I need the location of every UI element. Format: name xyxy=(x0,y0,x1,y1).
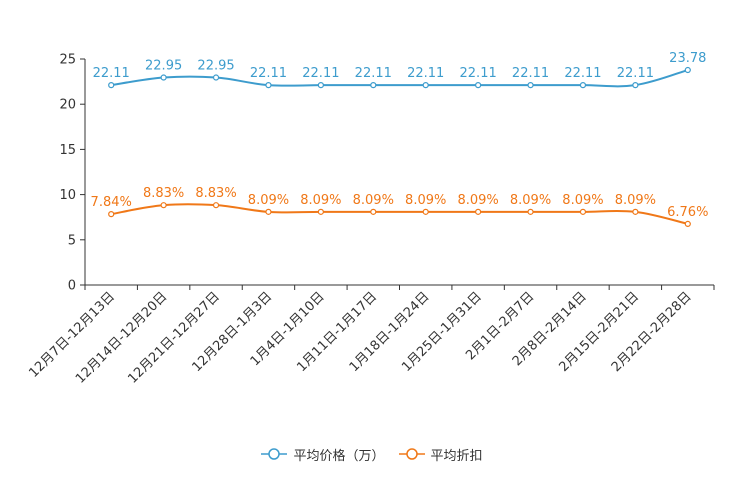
series-1-point xyxy=(370,208,377,215)
y-tick-label: 10 xyxy=(59,188,76,203)
y-tick-label: 0 xyxy=(68,279,76,294)
y-tick-label: 20 xyxy=(59,98,76,113)
series-1-point xyxy=(422,208,429,215)
series-0-data-label: 22.11 xyxy=(564,66,601,81)
series-1-data-label: 8.83% xyxy=(195,186,236,201)
series-1-data-label: 8.09% xyxy=(300,193,341,208)
series-1-data-label: 8.09% xyxy=(510,193,551,208)
series-0-data-label: 22.95 xyxy=(145,59,182,74)
x-tick-label: 12月21日-12月27日 xyxy=(125,289,222,386)
series-1-data-label: 8.09% xyxy=(457,193,498,208)
series-0-data-label: 22.11 xyxy=(460,66,497,81)
legend-discount-marker-icon xyxy=(398,448,425,460)
legend-price-label: 平均价格（万） xyxy=(293,448,385,464)
series-1-data-label: 6.76% xyxy=(667,205,708,220)
series-1-point xyxy=(475,208,482,215)
series-1-data-label: 8.09% xyxy=(615,193,656,208)
series-0-data-label: 22.11 xyxy=(93,66,130,81)
series-0-data-label: 22.11 xyxy=(355,66,392,81)
series-0-point xyxy=(370,82,377,89)
series-0-data-label: 22.11 xyxy=(407,66,444,81)
series-1-data-label: 8.09% xyxy=(248,193,289,208)
series-1-point xyxy=(265,208,272,215)
series-0-point xyxy=(527,82,534,89)
series-1-line xyxy=(111,203,689,225)
series-1-point xyxy=(632,208,639,215)
y-tick-label: 15 xyxy=(59,143,76,158)
series-0-point xyxy=(160,74,167,81)
series-0-point xyxy=(108,82,115,89)
series-0-point xyxy=(212,74,220,81)
series-1-data-label: 8.09% xyxy=(562,193,603,208)
series-0-data-label: 23.78 xyxy=(669,51,706,66)
series-0-data-label: 22.11 xyxy=(250,66,287,81)
legend: 平均价格（万） 平均折扣 xyxy=(0,444,744,464)
legend-price-marker-icon xyxy=(261,448,288,460)
series-0-point xyxy=(579,82,587,89)
series-0-point xyxy=(632,82,639,89)
series-1-data-label: 8.83% xyxy=(143,186,184,201)
y-tick-label: 5 xyxy=(68,233,76,248)
series-0-point xyxy=(422,82,429,89)
series-1-point xyxy=(160,202,167,209)
x-tick-label: 12月7日-12月13日 xyxy=(26,289,118,381)
series-1-point xyxy=(212,202,220,209)
series-1-point xyxy=(684,220,691,227)
series-0-point xyxy=(684,66,691,74)
series-0-point xyxy=(317,82,324,89)
series-1-point xyxy=(317,208,324,215)
series-1-data-label: 8.09% xyxy=(405,193,446,208)
x-tick-label: 12月14日-12月20日 xyxy=(73,289,170,386)
series-1-point xyxy=(527,208,534,215)
legend-item-price[interactable]: 平均价格（万） xyxy=(261,445,385,464)
series-0-data-label: 22.95 xyxy=(197,59,234,74)
series-0-point xyxy=(475,82,482,89)
y-tick-label: 25 xyxy=(59,53,76,68)
series-0-data-label: 22.11 xyxy=(617,66,654,81)
series-0-data-label: 22.11 xyxy=(512,66,549,81)
series-1-point xyxy=(579,208,587,215)
line-chart: 0 5 10 15 20 25 12月7日-12月13日12月14日-12月20日12月21… xyxy=(26,51,715,387)
series-1-point xyxy=(108,211,115,218)
legend-item-discount[interactable]: 平均折扣 xyxy=(398,445,483,464)
legend-discount-label: 平均折扣 xyxy=(430,448,483,464)
series-1-data-label: 8.09% xyxy=(353,193,394,208)
series-0-point xyxy=(265,82,272,89)
series-1-data-label: 7.84% xyxy=(91,195,132,210)
series-0-line xyxy=(111,69,689,88)
series-0-data-label: 22.11 xyxy=(302,66,339,81)
